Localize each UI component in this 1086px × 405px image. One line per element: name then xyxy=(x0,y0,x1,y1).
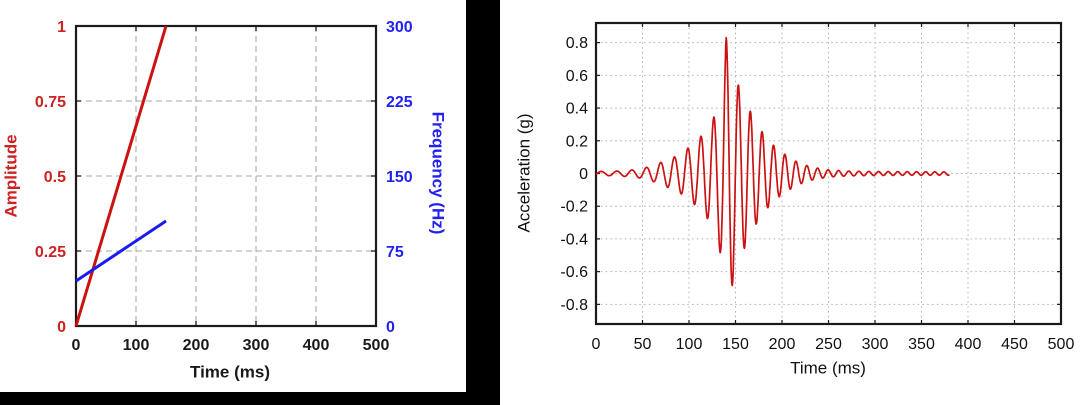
svg-text:100: 100 xyxy=(676,336,703,353)
amplitude-ramp-line xyxy=(74,25,168,327)
amplitude-axis-title: Amplitude xyxy=(1,134,21,218)
plot-frame xyxy=(74,24,378,328)
svg-text:0: 0 xyxy=(72,337,81,354)
svg-text:150: 150 xyxy=(722,336,749,353)
svg-text:250: 250 xyxy=(815,336,842,353)
svg-text:200: 200 xyxy=(769,336,796,353)
svg-text:0: 0 xyxy=(386,319,395,336)
svg-text:400: 400 xyxy=(303,337,330,354)
svg-text:300: 300 xyxy=(862,336,889,353)
y-tick-labels: 0.8 0.6 0.4 0.2 0 -0.2 -0.4 -0.6 -0.8 xyxy=(560,35,588,314)
svg-text:0.8: 0.8 xyxy=(566,35,588,52)
svg-text:225: 225 xyxy=(386,94,413,111)
svg-text:0.4: 0.4 xyxy=(566,101,588,118)
x-tick-labels: 0 50 100 150 200 250 300 350 400 450 500 xyxy=(592,336,1075,353)
right-tick-labels: 0 75 150 225 300 xyxy=(386,19,413,336)
svg-text:450: 450 xyxy=(1001,336,1028,353)
time-axis-title-right: Time (ms) xyxy=(790,358,866,378)
svg-text:0: 0 xyxy=(592,336,601,353)
x-tick-labels: 0 100 200 300 400 500 xyxy=(72,337,390,354)
svg-text:0: 0 xyxy=(57,319,66,336)
time-axis-title-left: Time (ms) xyxy=(190,362,270,382)
svg-text:-0.2: -0.2 xyxy=(560,199,588,216)
svg-text:300: 300 xyxy=(386,19,413,36)
svg-text:-0.4: -0.4 xyxy=(560,231,588,248)
amplitude-frequency-chart: 0 0.25 0.5 0.75 1 0 75 150 225 300 0 100 200 300 400 50… xyxy=(35,19,413,354)
svg-text:0.25: 0.25 xyxy=(35,244,66,261)
amplitude-frequency-chart-panel: 0 0.25 0.5 0.75 1 0 75 150 225 300 0 100 200 300 400 50… xyxy=(0,0,500,405)
svg-text:0: 0 xyxy=(579,166,588,183)
left-tick-labels: 0 0.25 0.5 0.75 1 xyxy=(35,19,66,336)
svg-text:350: 350 xyxy=(908,336,935,353)
acceleration-axis-title: Acceleration (g) xyxy=(514,113,534,233)
svg-text:400: 400 xyxy=(955,336,982,353)
left-panel-frame-right xyxy=(466,0,500,405)
svg-text:300: 300 xyxy=(243,337,270,354)
svg-text:150: 150 xyxy=(386,169,413,186)
frequency-sweep-line xyxy=(75,219,167,283)
grid-lines xyxy=(76,26,376,326)
svg-text:75: 75 xyxy=(386,244,404,261)
acceleration-chart: 0.8 0.6 0.4 0.2 0 -0.2 -0.4 -0.6 -0.8 0 50 100 150 20… xyxy=(560,21,1075,353)
left-panel-frame-bottom xyxy=(0,392,500,405)
acceleration-chart-panel: 0.8 0.6 0.4 0.2 0 -0.2 -0.4 -0.6 -0.8 0 50 100 150 20… xyxy=(500,0,1086,405)
frequency-axis-title: Frequency (Hz) xyxy=(428,111,448,235)
svg-text:1: 1 xyxy=(57,19,66,36)
svg-text:0.75: 0.75 xyxy=(35,94,66,111)
svg-text:100: 100 xyxy=(123,337,150,354)
grid-lines xyxy=(596,23,1061,324)
svg-text:500: 500 xyxy=(1048,336,1075,353)
svg-text:200: 200 xyxy=(183,337,210,354)
svg-text:50: 50 xyxy=(634,336,652,353)
acceleration-wavelet xyxy=(595,36,950,287)
svg-text:-0.6: -0.6 xyxy=(560,264,588,281)
svg-text:0.5: 0.5 xyxy=(44,169,66,186)
svg-text:0.2: 0.2 xyxy=(566,133,588,150)
svg-text:-0.8: -0.8 xyxy=(560,297,588,314)
svg-text:500: 500 xyxy=(363,337,390,354)
svg-text:0.6: 0.6 xyxy=(566,68,588,85)
